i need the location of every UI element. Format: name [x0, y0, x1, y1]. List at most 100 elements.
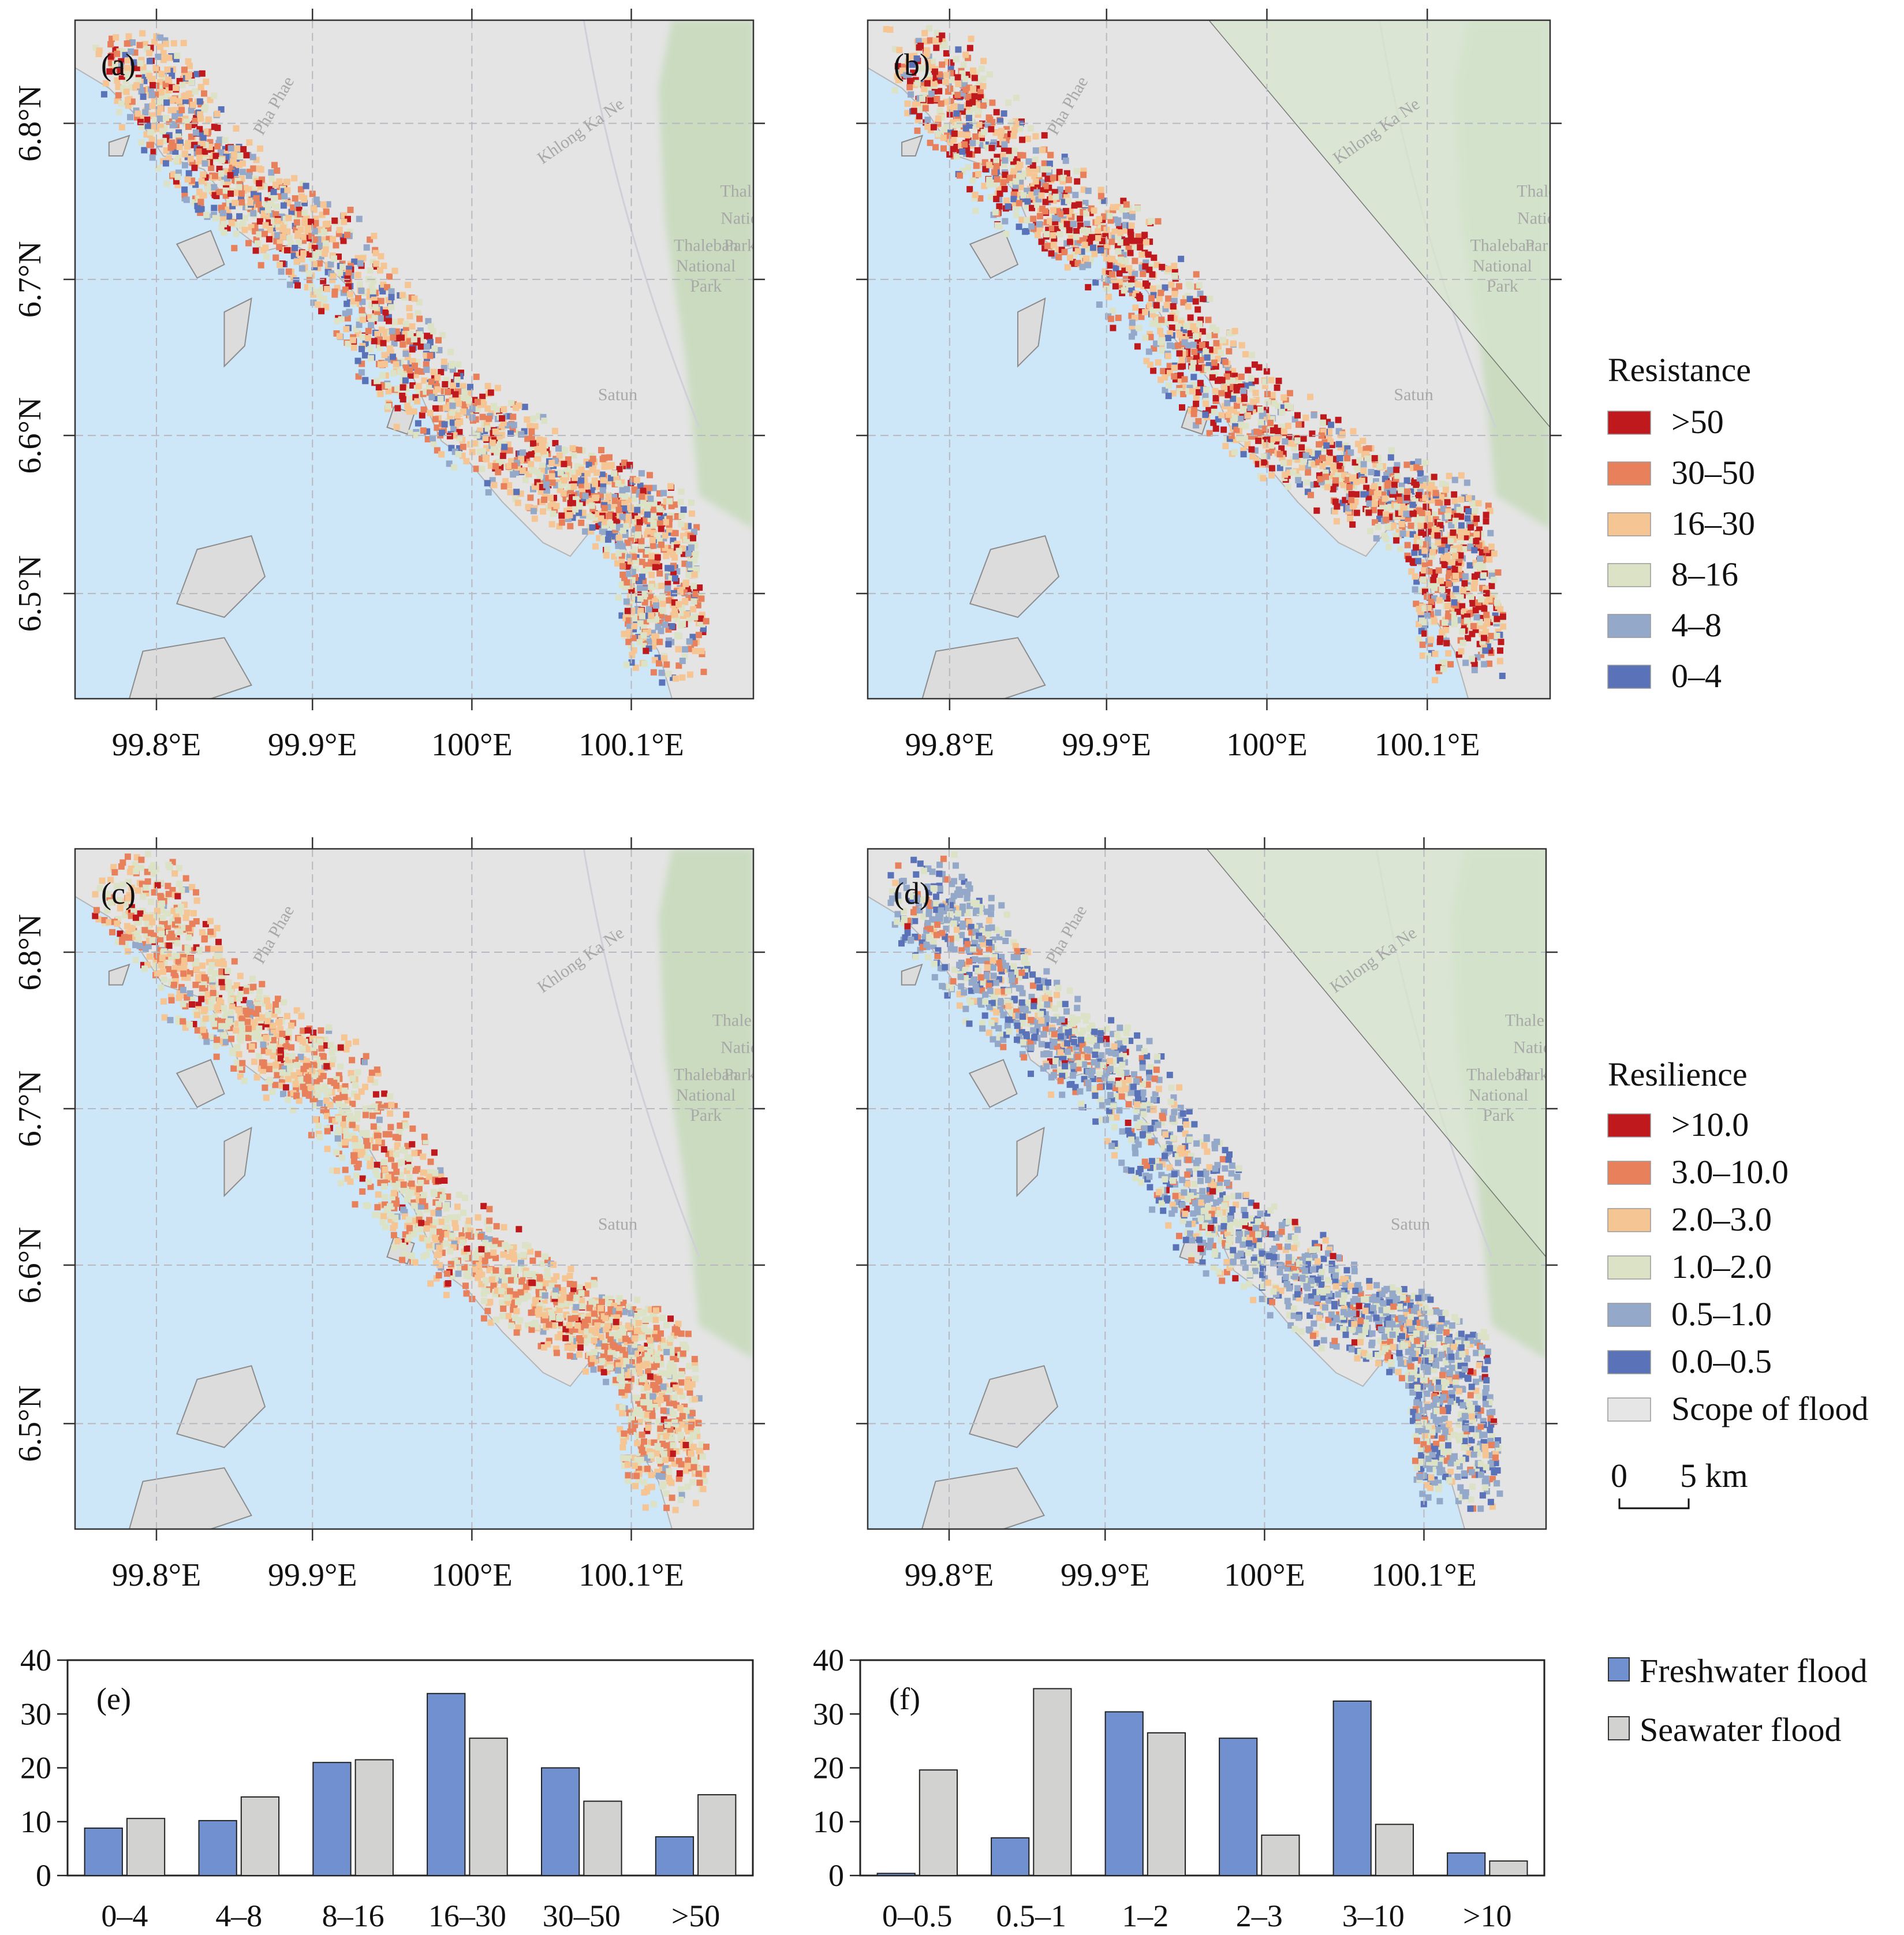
y-tick-label: 40: [813, 1643, 844, 1677]
y-tick-label: 30: [813, 1697, 844, 1731]
lon-tick-label: 99.9°E: [1061, 1557, 1150, 1593]
seawater-bar: [920, 1770, 957, 1876]
place-label: National: [676, 256, 736, 275]
legend-label: >50: [1671, 403, 1724, 441]
legend-swatch: [1608, 1161, 1651, 1184]
bar-legend-label: Freshwater flood: [1640, 1652, 1868, 1690]
legend-label: >10.0: [1671, 1106, 1749, 1143]
legend-swatch: [1608, 665, 1651, 688]
legend-swatch: [1608, 1209, 1651, 1232]
legend-swatch: [1608, 1398, 1651, 1421]
lon-tick-label: 99.9°E: [268, 1557, 357, 1593]
legend-label: 4–8: [1671, 606, 1722, 644]
seawater-bar: [1148, 1733, 1185, 1876]
legend-label: 30–50: [1671, 454, 1755, 491]
chart-frame: [68, 1660, 753, 1876]
bar-legend-label: Seawater flood: [1640, 1711, 1841, 1748]
place-label: Park: [690, 277, 722, 296]
place-label: National: [676, 1086, 736, 1105]
legends: Resistance>5030–5016–308–164–80–4Resilie…: [1608, 351, 1869, 1748]
lat-tick-label: 6.5°N: [12, 555, 48, 632]
freshwater-bar: [85, 1828, 122, 1876]
x-tick-label: 16–30: [428, 1899, 506, 1932]
y-tick-label: 0: [828, 1858, 844, 1893]
x-tick-label: >10: [1463, 1899, 1511, 1932]
chart-frame: [860, 1660, 1544, 1876]
x-tick-label: 0–4: [101, 1899, 148, 1932]
legend-label: 0–4: [1671, 657, 1722, 695]
seawater-bar: [1261, 1835, 1299, 1876]
legend-label: 16–30: [1671, 505, 1755, 542]
legend-swatch: [1608, 1303, 1651, 1326]
lon-tick-label: 99.8°E: [905, 727, 995, 763]
y-tick-label: 10: [20, 1804, 51, 1839]
legend-swatch: [1608, 1351, 1651, 1374]
legend-label: 1.0–2.0: [1671, 1248, 1772, 1285]
lat-tick-label: 6.5°N: [12, 1385, 48, 1462]
legend-swatch: [1608, 1256, 1651, 1279]
lat-tick-label: 6.6°N: [12, 397, 48, 474]
y-tick-label: 40: [20, 1643, 51, 1677]
bar-legend-swatch: [1608, 1717, 1629, 1740]
lon-tick-label: 100.1°E: [1375, 727, 1480, 763]
place-label: Thale B: [712, 1011, 768, 1030]
legend-swatch: [1608, 462, 1651, 485]
y-tick-label: 0: [36, 1858, 51, 1893]
place-label: Park: [1483, 1106, 1514, 1125]
freshwater-bar: [991, 1838, 1029, 1876]
legend-swatch: [1608, 411, 1651, 434]
place-label: Park: [1487, 277, 1518, 296]
lon-tick-label: 99.9°E: [1062, 727, 1151, 763]
lat-tick-label: 6.6°N: [12, 1227, 48, 1304]
place-label: Satun: [1394, 385, 1433, 404]
legend-swatch: [1608, 1114, 1651, 1137]
y-tick-label: 10: [813, 1804, 844, 1839]
lon-tick-label: 100°E: [431, 1557, 513, 1593]
place-label: Satun: [1391, 1215, 1430, 1234]
legend-label: 0.0–0.5: [1671, 1343, 1772, 1380]
place-label: Satun: [598, 1215, 637, 1234]
freshwater-bar: [199, 1821, 237, 1876]
seawater-bar: [241, 1797, 279, 1876]
x-tick-label: 2–3: [1236, 1899, 1283, 1932]
place-label: National: [1473, 256, 1532, 275]
x-tick-label: 4–8: [215, 1899, 262, 1932]
lon-tick-label: 100.1°E: [1371, 1557, 1477, 1593]
lat-tick-label: 6.8°N: [12, 85, 48, 162]
lon-tick-label: 100.1°E: [578, 1557, 684, 1593]
lon-tick-label: 99.8°E: [112, 727, 201, 763]
legend-swatch: [1608, 513, 1651, 536]
y-tick-label: 30: [20, 1697, 51, 1731]
legend-swatch: [1608, 614, 1651, 637]
lon-tick-label: 100°E: [431, 727, 513, 763]
seawater-bar: [127, 1818, 165, 1876]
lon-tick-label: 99.9°E: [268, 727, 357, 763]
freshwater-bar: [542, 1768, 579, 1876]
lat-tick-label: 6.7°N: [12, 1071, 48, 1147]
seawater-bar: [1489, 1861, 1527, 1876]
place-label: Thale B: [1505, 1011, 1560, 1030]
lat-tick-label: 6.7°N: [12, 241, 48, 318]
seawater-bar: [1033, 1688, 1071, 1876]
lon-tick-label: 99.8°E: [905, 1557, 994, 1593]
lon-tick-label: 100°E: [1226, 727, 1308, 763]
x-tick-label: 30–50: [543, 1899, 621, 1932]
place-label: Thaleban: [674, 1065, 738, 1084]
seawater-bar: [584, 1801, 621, 1876]
x-tick-label: >50: [671, 1899, 720, 1932]
lat-tick-label: 6.8°N: [12, 914, 48, 991]
chart-panel-label: (f): [889, 1682, 920, 1716]
lon-tick-label: 99.8°E: [112, 1557, 201, 1593]
legend-swatch: [1608, 564, 1651, 587]
seawater-bar: [698, 1795, 736, 1876]
legend-label: 8–16: [1671, 555, 1738, 593]
x-tick-label: 3–10: [1342, 1899, 1405, 1932]
legend-label: Scope of flood: [1671, 1390, 1869, 1427]
